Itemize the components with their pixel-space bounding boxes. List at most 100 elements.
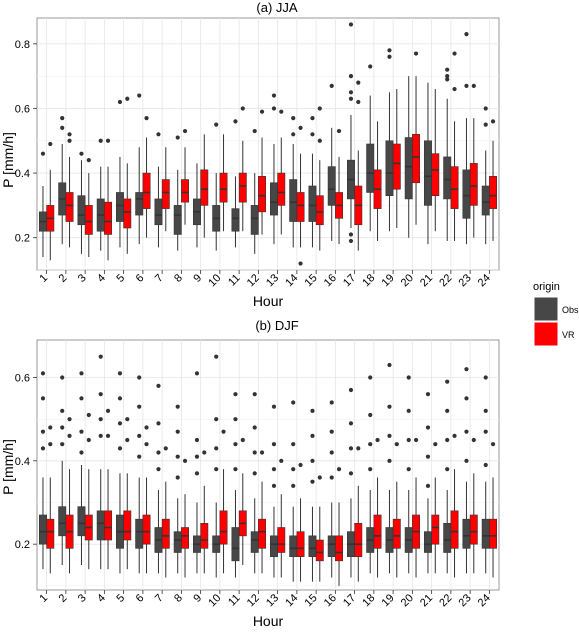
outlier-point	[117, 396, 123, 401]
box-vr-hour-23	[469, 83, 478, 238]
box	[308, 535, 317, 557]
outlier-point	[445, 77, 450, 82]
box	[258, 176, 266, 213]
box-obs-hour-18	[366, 375, 375, 574]
outlier-point	[105, 138, 111, 143]
box-vr-hour-12	[258, 109, 266, 235]
box-vr-hour-13	[277, 458, 286, 578]
box	[412, 134, 420, 184]
box-obs-hour-5	[116, 371, 124, 574]
x-tick-label: 21	[418, 592, 435, 609]
outlier-point	[356, 99, 361, 105]
x-tick-label: 10	[206, 592, 223, 609]
x-tick-label: 15	[303, 592, 320, 609]
outlier-point	[368, 375, 373, 380]
box	[181, 179, 189, 203]
y-tick-label: 0.4	[15, 456, 30, 468]
x-tick-label: 6	[134, 592, 147, 605]
box-vr-hour-5	[123, 96, 132, 254]
outlier-point	[291, 400, 296, 405]
outlier-point	[233, 442, 238, 447]
legend-label-vr: VR	[562, 330, 575, 340]
box-vr-hour-11	[238, 437, 247, 565]
box	[335, 535, 343, 562]
box	[200, 169, 209, 206]
box	[296, 192, 305, 222]
outlier-point	[79, 396, 84, 401]
box	[450, 510, 459, 549]
outlier-point	[310, 116, 315, 121]
outlier-point	[214, 467, 219, 472]
outlier-point	[348, 96, 354, 101]
box-vr-hour-16	[335, 467, 343, 586]
x-axis: 1 2 3 4 5 6 7 8 9 10 11 12 13 14 15 16 17 18 19 20 21 22 23 24	[37, 270, 493, 289]
box	[489, 518, 497, 549]
outlier-point	[471, 437, 476, 443]
box-obs-hour-21	[424, 392, 432, 574]
grid	[37, 340, 499, 590]
box	[154, 198, 163, 226]
box	[46, 518, 55, 549]
box	[392, 143, 401, 190]
x-tick-label: 9	[191, 592, 204, 605]
box	[96, 510, 105, 541]
outlier-point	[348, 232, 354, 237]
outlier-point	[86, 412, 91, 418]
outlier-point	[406, 408, 411, 413]
box-vr-hour-17	[354, 80, 363, 251]
box	[270, 182, 278, 216]
outlier-point	[329, 400, 334, 405]
box	[104, 201, 112, 235]
outlier-point	[40, 396, 46, 401]
x-tick-label: 2	[57, 592, 70, 605]
outlier-point	[464, 458, 469, 463]
box-vr-hour-11	[238, 106, 247, 232]
box-obs-hour-12	[250, 392, 259, 574]
outlier-point	[79, 429, 84, 434]
box	[385, 140, 394, 196]
box-obs-hour-22	[443, 67, 452, 241]
y-tick-label: 0.8	[15, 39, 30, 51]
outlier-point	[356, 80, 361, 85]
box-obs-hour-23	[462, 367, 471, 574]
x-tick-label: 2	[57, 272, 70, 285]
outlier-point	[156, 450, 161, 455]
box-vr-hour-2	[65, 132, 74, 248]
outlier-point	[233, 119, 238, 124]
y-tick-label: 0.2	[15, 233, 30, 245]
outlier-point	[483, 122, 488, 127]
outlier-point	[40, 446, 46, 451]
x-tick-label: 18	[360, 592, 377, 609]
box-vr-hour-3	[84, 412, 93, 570]
box	[481, 185, 490, 216]
outlier-point	[67, 138, 72, 143]
legend-label-obs: Obs	[562, 305, 579, 315]
box	[84, 205, 93, 235]
box-vr-hour-22	[450, 51, 459, 241]
box	[39, 514, 47, 545]
outlier-point	[67, 433, 72, 438]
box-obs-hour-6	[135, 375, 144, 574]
x-tick-label: 4	[95, 272, 108, 285]
x-tick-label: 24	[476, 272, 493, 289]
outlier-point	[387, 362, 392, 368]
outlier-point	[214, 354, 219, 359]
box	[173, 531, 182, 553]
box-obs-hour-9	[193, 371, 201, 574]
outlier-point	[60, 408, 65, 413]
box-vr-hour-24	[489, 442, 497, 578]
box	[431, 514, 440, 545]
box-vr-hour-2	[65, 417, 74, 574]
box-obs-hour-2	[58, 116, 67, 245]
outlier-point	[175, 404, 180, 409]
outlier-point	[425, 483, 431, 488]
outlier-point	[221, 429, 226, 434]
box-obs-hour-20	[404, 76, 413, 238]
box-vr-hour-5	[123, 417, 132, 570]
outlier-point	[291, 467, 296, 472]
outlier-point	[471, 83, 476, 88]
outlier-point	[310, 132, 315, 137]
outlier-point	[156, 421, 161, 426]
box	[277, 172, 286, 206]
box-obs-hour-7	[154, 132, 163, 248]
